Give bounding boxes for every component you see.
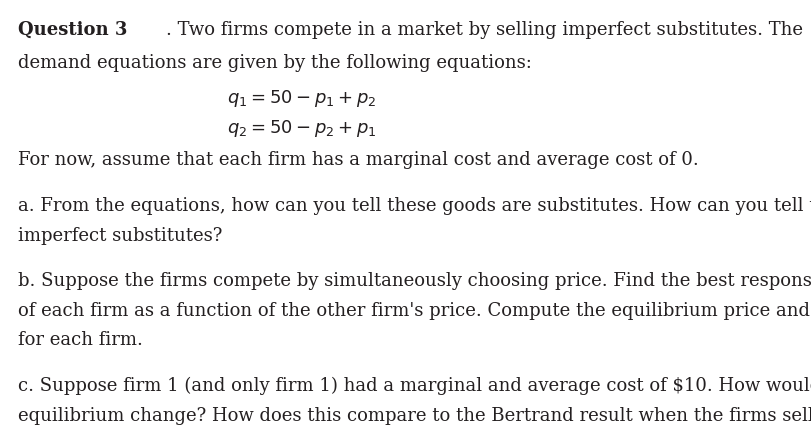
Text: of each firm as a function of the other firm's price. Compute the equilibrium pr: of each firm as a function of the other … (18, 302, 811, 320)
Text: Question 3: Question 3 (18, 21, 127, 39)
Text: demand equations are given by the following equations:: demand equations are given by the follow… (18, 54, 532, 73)
Text: c. Suppose firm 1 (and only firm 1) had a marginal and average cost of $10. How : c. Suppose firm 1 (and only firm 1) had … (18, 377, 811, 395)
Text: for each firm.: for each firm. (18, 331, 143, 349)
Text: $q_1 = 50 - p_1 + p_2$: $q_1 = 50 - p_1 + p_2$ (227, 88, 376, 109)
Text: . Two firms compete in a market by selling imperfect substitutes. The: . Two firms compete in a market by selli… (166, 21, 803, 39)
Text: equilibrium change? How does this compare to the Bertrand result when the firms : equilibrium change? How does this compar… (18, 407, 811, 425)
Text: For now, assume that each firm has a marginal cost and average cost of 0.: For now, assume that each firm has a mar… (18, 152, 698, 169)
Text: a. From the equations, how can you tell these goods are substitutes. How can you: a. From the equations, how can you tell … (18, 197, 811, 215)
Text: imperfect substitutes?: imperfect substitutes? (18, 227, 222, 245)
Text: $q_2 = 50 - p_2 + p_1$: $q_2 = 50 - p_2 + p_1$ (227, 118, 376, 139)
Text: b. Suppose the firms compete by simultaneously choosing price. Find the best res: b. Suppose the firms compete by simultan… (18, 272, 811, 290)
